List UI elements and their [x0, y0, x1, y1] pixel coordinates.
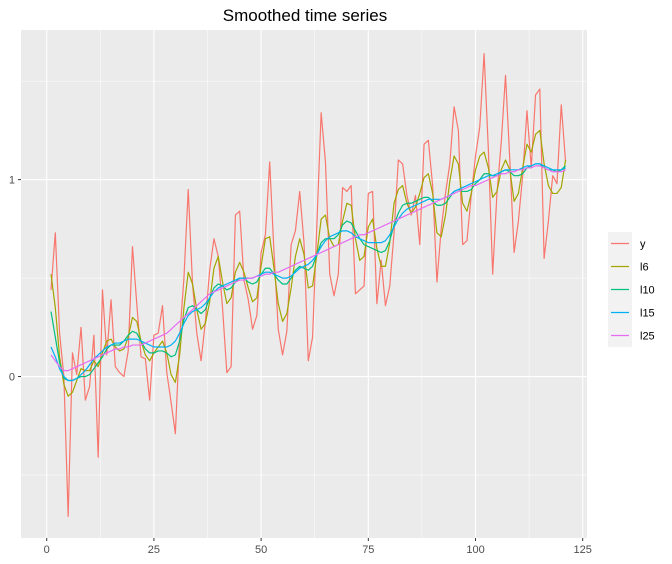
y-tick-label: 1 — [9, 175, 15, 187]
grid-major-lines — [21, 30, 587, 538]
y-tick-label: 0 — [9, 372, 15, 384]
legend-label-l10: l10 — [640, 285, 655, 297]
legend: y l6 l10 l15 l25 — [608, 232, 655, 347]
legend-label-l15: l15 — [640, 308, 655, 320]
series-layer — [50, 53, 567, 517]
series-line-y — [50, 53, 567, 517]
x-tick-label: 25 — [148, 544, 160, 556]
x-tick-label: 125 — [574, 544, 592, 556]
x-tick-label: 0 — [44, 544, 50, 556]
series-line-l25 — [50, 165, 566, 372]
chart-title: Smoothed time series — [223, 6, 387, 25]
series-line-l6 — [50, 129, 567, 397]
plot-panel — [21, 30, 587, 538]
x-tick-label: 50 — [255, 544, 267, 556]
legend-label-y: y — [640, 239, 646, 251]
x-axis-tick-labels: 0 25 50 75 100 125 — [44, 544, 592, 556]
legend-label-l6: l6 — [640, 262, 649, 274]
x-tick-label: 100 — [466, 544, 484, 556]
y-axis-tick-labels: 01 — [9, 175, 15, 384]
legend-label-l25: l25 — [640, 331, 655, 343]
axis-ticks — [18, 179, 584, 541]
grid-minor-lines — [21, 30, 587, 538]
x-tick-label: 75 — [362, 544, 374, 556]
series-line-l15 — [50, 163, 566, 382]
